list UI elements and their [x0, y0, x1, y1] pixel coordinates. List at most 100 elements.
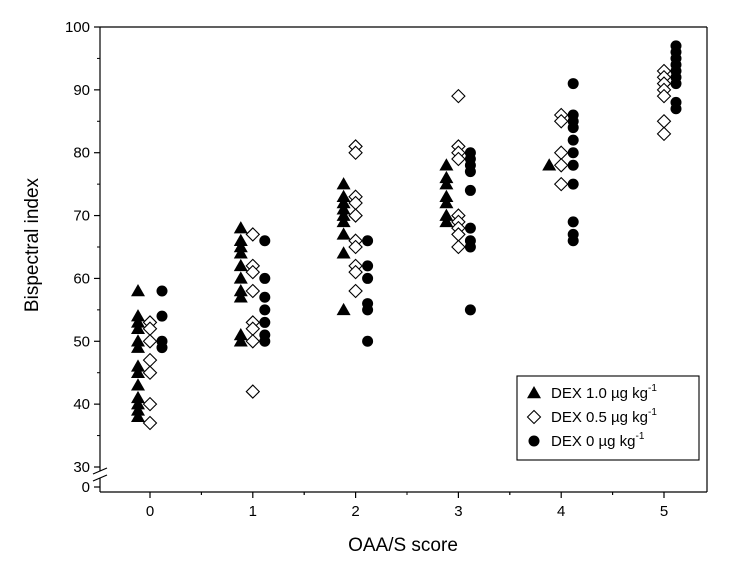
legend-symbol-3 [528, 435, 540, 447]
series-3 [156, 40, 682, 354]
dex-0-5-point [656, 88, 672, 104]
legend-symbol-1 [527, 386, 541, 399]
dex-1-0-point [131, 390, 145, 404]
dex-0-point [362, 260, 374, 272]
x-tick-label: 4 [557, 503, 565, 520]
dex-0-point [259, 335, 271, 347]
dex-1-0-point [439, 214, 454, 228]
dex-0-point [567, 122, 579, 134]
legend-label-1: DEX 1.0 µg kg-1 [551, 383, 657, 402]
axis-break-mark [92, 467, 108, 475]
dex-1-0-point [131, 409, 145, 422]
dex-0-point [567, 134, 579, 146]
dex-0-point [567, 178, 579, 190]
dex-1-0-point [233, 328, 248, 341]
dex-0-5-point [451, 151, 466, 167]
dex-1-0-point [131, 321, 145, 334]
dex-0-point [362, 304, 374, 316]
dex-0-5-point [142, 396, 158, 412]
dex-0-5-point [656, 126, 672, 142]
dex-1-0-point [233, 334, 248, 347]
y-tick-label: 40 [73, 396, 90, 413]
dex-1-0-point [336, 189, 351, 202]
y-tick-label: 90 [73, 82, 90, 99]
dex-1-0-point [233, 246, 248, 259]
legend-unit-exponent: -1 [648, 383, 657, 394]
legend-box [516, 375, 700, 461]
dex-0-5-point [553, 114, 569, 129]
dex-0-point [567, 147, 579, 159]
y-tick-label: 70 [73, 208, 90, 225]
dex-1-0-point [131, 378, 145, 391]
dex-1-0-point [336, 227, 351, 240]
dex-1-0-point [131, 365, 145, 378]
dex-1-0-point [131, 403, 145, 416]
dex-0-5-point [348, 208, 363, 223]
dex-0-point [259, 235, 271, 247]
legend-symbol-2 [526, 409, 542, 425]
dex-0-point [362, 272, 374, 284]
dex-0-point [156, 285, 168, 297]
dex-0-point [259, 272, 271, 284]
dex-1-0-point [439, 208, 454, 221]
dex-0-5-point [553, 176, 569, 192]
dex-0-point [362, 335, 374, 347]
dex-1-0-point [233, 258, 248, 272]
axes: 0 1 2 3 4 5 30 40 50 60 70 80 90 100 0 [65, 19, 708, 520]
dex-0-5-point [348, 283, 363, 299]
dex-0-5-point [142, 352, 158, 368]
dex-0-5-point [348, 145, 363, 160]
dex-0-5-point [348, 264, 363, 280]
data-marks [131, 40, 682, 431]
dex-0-point [259, 304, 271, 316]
series-1 [131, 158, 557, 422]
dex-1-0-point [439, 170, 454, 184]
y-tick-label: 80 [73, 145, 90, 162]
x-tick-label: 3 [454, 503, 462, 520]
dex-0-5-point [245, 384, 261, 399]
legend: DEX 1.0 µg kg-1 DEX 0.5 µg kg-1 DEX 0 µg k… [516, 375, 700, 461]
dex-1-0-point [233, 271, 248, 284]
dex-0-5-point [142, 365, 158, 380]
dex-0-5-point [553, 145, 569, 160]
dex-0-5-point [245, 334, 261, 349]
legend-unit-exponent: -1 [636, 431, 645, 442]
dex-1-0-point [131, 397, 145, 410]
legend-label-2: DEX 0.5 µg kg-1 [551, 407, 657, 426]
dex-0-point [156, 310, 168, 322]
dex-0-5-point [348, 239, 363, 255]
dex-1-0-point [542, 158, 557, 171]
dex-1-0-point [131, 334, 145, 347]
legend-unit-exponent: -1 [648, 407, 657, 418]
x-tick-label: 5 [660, 503, 668, 520]
y-axis-title: Bispectral index [22, 177, 43, 312]
axis-break-mark [92, 474, 108, 482]
dex-1-0-point [336, 202, 351, 215]
y-tick-label-zero: 0 [82, 479, 90, 496]
dex-0-point [464, 304, 476, 316]
dex-0-5-point [142, 334, 158, 349]
y-tick-label: 60 [73, 270, 90, 287]
x-tick-label: 0 [146, 503, 154, 520]
dex-1-0-point [336, 196, 351, 209]
dex-1-0-point [131, 284, 145, 297]
dex-0-5-point [553, 158, 569, 173]
dex-1-0-point [336, 208, 351, 221]
dex-1-0-point [336, 246, 351, 259]
dex-0-point [464, 241, 476, 253]
dex-1-0-point [439, 189, 454, 202]
dex-1-0-point [233, 221, 248, 234]
y-tick-label: 30 [73, 459, 90, 476]
dex-1-0-point [233, 290, 248, 303]
dex-0-point [567, 235, 579, 247]
dex-0-point [464, 222, 476, 234]
dex-0-point [670, 78, 682, 90]
dex-0-point [567, 216, 579, 228]
dex-1-0-point [131, 359, 145, 372]
dex-1-0-point [233, 284, 248, 297]
dex-0-point [670, 103, 682, 115]
dex-1-0-point [233, 233, 248, 246]
dex-0-point [362, 235, 374, 247]
dex-1-0-point [439, 177, 454, 190]
